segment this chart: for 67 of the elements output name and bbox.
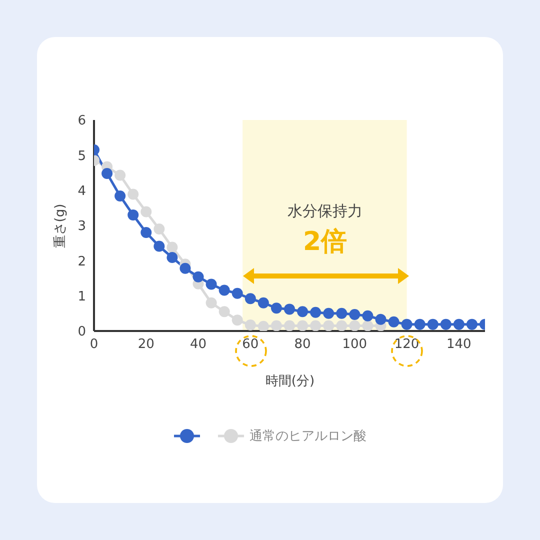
point (323, 320, 334, 331)
y-tick-label: 2 (78, 254, 86, 270)
point (427, 318, 438, 330)
point (336, 320, 348, 331)
y-tick-label: 3 (78, 219, 86, 234)
annotation: 水分保持力 (288, 202, 362, 221)
x-tick-label: 60 (242, 337, 259, 352)
point (140, 206, 152, 218)
point (466, 318, 478, 330)
point (349, 320, 360, 331)
y-tick-label: 6 (78, 114, 86, 129)
point (154, 224, 165, 235)
point (310, 306, 322, 318)
point (166, 252, 178, 263)
point (140, 227, 152, 238)
point (336, 308, 348, 319)
legend-label: 通常のヒアルロン酸 (250, 428, 366, 445)
point (362, 320, 374, 331)
y-tick-label: 0 (78, 324, 86, 340)
point (270, 302, 282, 314)
point (102, 168, 113, 179)
y-axis-title: 重さ(g) (52, 204, 69, 248)
point (218, 284, 230, 296)
point (232, 288, 243, 299)
point (244, 293, 256, 304)
y-tick-label: 1 (78, 289, 86, 304)
point (284, 320, 295, 331)
point (154, 240, 165, 252)
point (362, 310, 374, 322)
point (218, 306, 230, 318)
point (297, 320, 308, 331)
x-tick-label: 140 (446, 337, 472, 352)
point (310, 320, 322, 331)
x-tick-label: 40 (190, 337, 207, 352)
point (192, 271, 204, 282)
point (232, 314, 243, 326)
point (114, 170, 126, 181)
x-tick-label: 20 (138, 337, 154, 352)
point (128, 188, 139, 200)
point (206, 278, 217, 290)
point (128, 209, 139, 220)
y-tick-label: 4 (78, 184, 86, 199)
annotation: 2倍 (302, 226, 348, 259)
point (414, 318, 426, 330)
x-tick-label: 100 (342, 337, 368, 352)
point (206, 297, 217, 308)
point (349, 308, 360, 320)
point (401, 318, 412, 330)
point (388, 316, 400, 328)
point (166, 242, 178, 253)
point (180, 262, 191, 274)
point (284, 304, 295, 315)
point (270, 320, 282, 331)
point (440, 318, 452, 330)
x-tick-label: 80 (294, 337, 311, 352)
point (258, 297, 269, 308)
point (375, 314, 386, 325)
x-tick-label: 120 (394, 337, 420, 352)
point (114, 190, 126, 202)
x-tick-label: 0 (90, 337, 98, 352)
point (323, 308, 334, 319)
y-tick-label: 5 (78, 148, 86, 164)
point (244, 320, 256, 331)
point (297, 306, 308, 318)
point (258, 320, 269, 331)
x-axis-title: 時間(分) (265, 373, 315, 390)
point (453, 318, 464, 330)
